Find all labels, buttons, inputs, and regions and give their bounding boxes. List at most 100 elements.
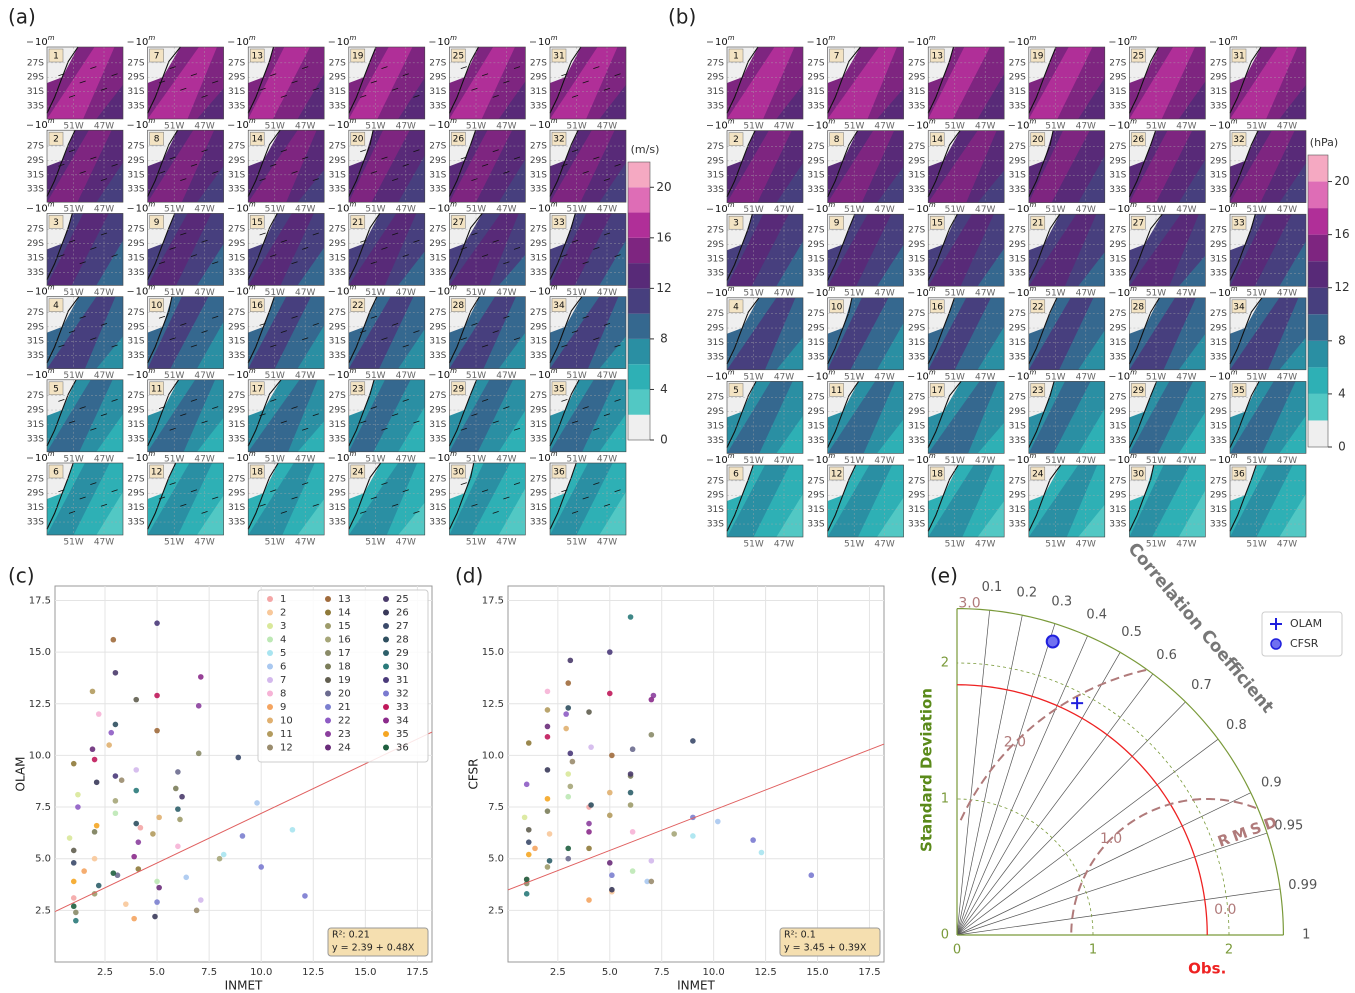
vector-key-unit: m bbox=[1030, 285, 1037, 293]
scatter-point bbox=[690, 738, 696, 744]
lat-label: 29S bbox=[1109, 324, 1126, 334]
vector-key: 10m bbox=[1017, 452, 1037, 466]
lat-label: 27S bbox=[228, 142, 245, 152]
lon-label: 47W bbox=[975, 372, 995, 382]
legend-label: 9 bbox=[280, 702, 286, 713]
vector-key-unit: m bbox=[350, 117, 357, 125]
panel-number: 36 bbox=[553, 468, 565, 478]
vector-key: 10m bbox=[437, 367, 457, 381]
panel-number: 3 bbox=[53, 218, 59, 228]
legend-label: 12 bbox=[280, 743, 293, 754]
lat-label: 27S bbox=[329, 225, 346, 235]
rmsd-tick-label: 3.0 bbox=[958, 595, 980, 611]
vector-key-unit: m bbox=[148, 284, 155, 292]
vector-key-value: 10 bbox=[35, 370, 48, 381]
legend-label: 31 bbox=[396, 675, 409, 686]
panel-number: 34 bbox=[1233, 302, 1245, 312]
lon-label: 51W bbox=[265, 538, 285, 548]
map-panel: 27S29S31S33S51W47W1210m bbox=[807, 452, 903, 550]
correlation-tick-label: 0.6 bbox=[1156, 648, 1177, 663]
lat-label: 31S bbox=[530, 87, 547, 97]
vector-key-value: 10 bbox=[337, 120, 350, 131]
vector-key-unit: m bbox=[1130, 452, 1137, 460]
scatter-point bbox=[607, 649, 613, 655]
map-panel: 27S29S31S33S51W47W810m bbox=[127, 117, 223, 215]
lon-label: 51W bbox=[945, 289, 965, 299]
scatter-point bbox=[609, 872, 615, 878]
vector-key-unit: m bbox=[929, 368, 936, 376]
lat-label: 33S bbox=[908, 269, 925, 279]
vector-key: 10m bbox=[916, 201, 936, 215]
lon-label: 51W bbox=[945, 456, 965, 466]
colorbar-tick-label: 20 bbox=[1334, 174, 1349, 188]
vector-key-unit: m bbox=[48, 117, 55, 125]
vector-key: 10m bbox=[236, 450, 256, 464]
vector-key: 10m bbox=[1017, 368, 1037, 382]
lat-label: 33S bbox=[429, 518, 446, 528]
lat-label: 27S bbox=[429, 142, 446, 152]
scatter-point bbox=[111, 870, 117, 876]
map-panel: 27S29S31S33S51W47W610m bbox=[27, 450, 123, 548]
lon-label: 47W bbox=[1076, 456, 1096, 466]
correlation-tick-label: 0.3 bbox=[1051, 594, 1072, 609]
scatter-point bbox=[240, 833, 246, 839]
lat-label: 29S bbox=[429, 406, 446, 416]
map-panel: 27S29S31S33S51W47W310m bbox=[707, 201, 803, 299]
lon-label: 51W bbox=[1246, 456, 1266, 466]
panel-label: (e) bbox=[930, 564, 958, 588]
lat-label: 29S bbox=[807, 491, 824, 501]
vector-key-value: 10 bbox=[1218, 288, 1231, 299]
legend-marker bbox=[267, 610, 273, 616]
legend-marker bbox=[383, 691, 389, 697]
lon-label: 51W bbox=[1146, 456, 1166, 466]
lat-label: 33S bbox=[707, 185, 724, 195]
map-panel: 27S29S31S33S51W47W3410m bbox=[1210, 285, 1306, 383]
lat-label: 27S bbox=[27, 142, 44, 152]
colorbar-tick-label: 16 bbox=[1334, 227, 1349, 241]
lat-label: 33S bbox=[329, 102, 346, 112]
scatter-point bbox=[175, 806, 181, 812]
map-panel: 27S29S31S33S51W47W1910m bbox=[1009, 34, 1105, 132]
lat-label: 29S bbox=[1210, 407, 1227, 417]
lat-label: 27S bbox=[807, 393, 824, 403]
lon-label: 47W bbox=[774, 372, 794, 382]
scatter-point bbox=[81, 868, 87, 874]
colorbar-segment bbox=[1308, 314, 1328, 341]
lon-label: 51W bbox=[1045, 372, 1065, 382]
lat-label: 29S bbox=[127, 73, 144, 83]
lat-label: 31S bbox=[429, 337, 446, 347]
lat-label: 29S bbox=[1210, 324, 1227, 334]
lon-label: 51W bbox=[1246, 540, 1266, 550]
correlation-tick-label: 1 bbox=[1302, 928, 1310, 943]
vector-key-value: 10 bbox=[1017, 121, 1030, 132]
scatter-point bbox=[217, 856, 223, 862]
map-panel: 27S29S31S33S51W47W110m bbox=[27, 34, 123, 132]
panel-number: 1 bbox=[53, 52, 59, 62]
lat-label: 29S bbox=[707, 240, 724, 250]
scatter-point bbox=[526, 852, 532, 858]
lat-label: 31S bbox=[127, 170, 144, 180]
lat-label: 33S bbox=[1009, 102, 1026, 112]
panel-number: 5 bbox=[53, 384, 59, 394]
vector-key-unit: m bbox=[1030, 34, 1037, 42]
vector-key-unit: m bbox=[1030, 368, 1037, 376]
vector-key-unit: m bbox=[551, 34, 558, 42]
scatter-point bbox=[290, 827, 296, 833]
vector-key: 10m bbox=[35, 34, 55, 48]
y-tick-label: 17.5 bbox=[29, 595, 51, 606]
legend-label: 8 bbox=[280, 689, 286, 700]
scatter-point bbox=[133, 767, 139, 773]
vector-key-unit: m bbox=[728, 368, 735, 376]
vector-key-unit: m bbox=[551, 117, 558, 125]
y-tick-label: 5.0 bbox=[488, 854, 504, 865]
vector-key-unit: m bbox=[148, 367, 155, 375]
lat-label: 31S bbox=[807, 254, 824, 264]
scatter-point bbox=[92, 856, 98, 862]
lat-label: 31S bbox=[329, 503, 346, 513]
map-panel: 27S29S31S33S51W47W1210m bbox=[127, 450, 223, 548]
colorbar-segment bbox=[628, 288, 650, 313]
lat-label: 33S bbox=[530, 102, 547, 112]
y-tick-label: 2.5 bbox=[35, 905, 51, 916]
colorbar-segment bbox=[628, 187, 650, 212]
vector-key-unit: m bbox=[828, 285, 835, 293]
